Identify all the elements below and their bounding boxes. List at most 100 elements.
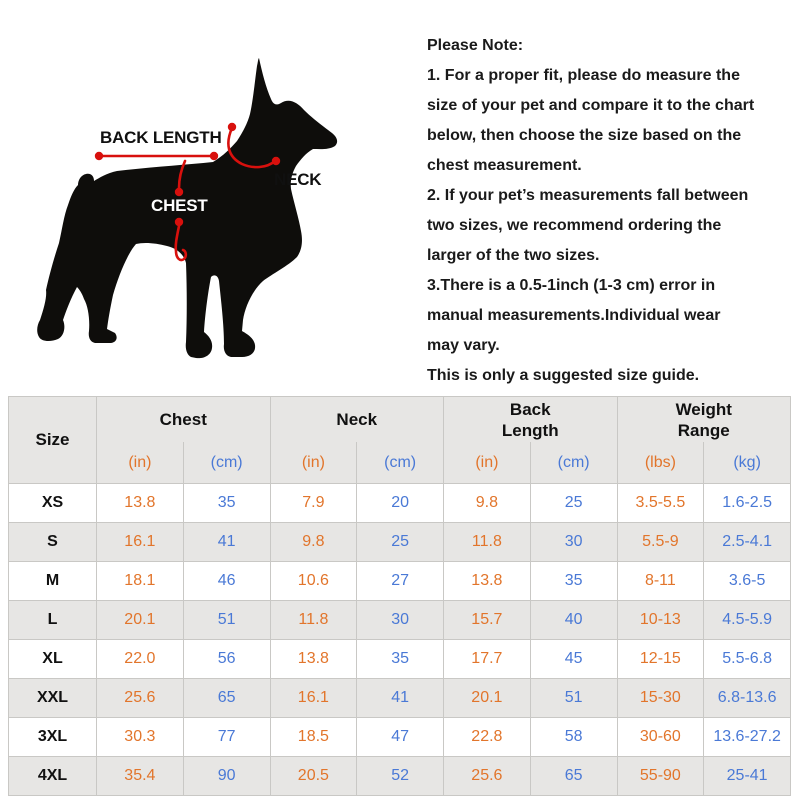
unit-header: (cm)	[182, 442, 271, 484]
value-cell: 8-11	[616, 561, 705, 601]
value-cell: 4.5-5.9	[703, 600, 791, 640]
value-cell: 41	[182, 522, 271, 562]
value-cell: 58	[529, 717, 618, 757]
size-cell: M	[8, 561, 97, 601]
value-cell: 18.1	[96, 561, 184, 601]
value-cell: 16.1	[269, 678, 358, 718]
value-cell: 3.6-5	[703, 561, 791, 601]
value-cell: 25	[529, 483, 618, 523]
value-cell: 46	[182, 561, 271, 601]
note-line: two sizes, we recommend ordering the	[427, 217, 722, 234]
unit-header: (cm)	[529, 442, 618, 484]
notes-title: Please Note:	[427, 37, 524, 54]
note-line: This is only a suggested size guide.	[427, 367, 700, 384]
back-length-label: BACK LENGTH	[100, 128, 222, 147]
dog-silhouette	[37, 58, 338, 359]
chest-measure-upper	[177, 159, 187, 190]
size-column-header: Size	[8, 396, 97, 484]
value-cell: 20.1	[96, 600, 184, 640]
unit-header: (cm)	[356, 442, 444, 484]
value-cell: 25	[356, 522, 444, 562]
measurement-marks	[97, 126, 277, 262]
size-cell: XXL	[8, 678, 97, 718]
value-cell: 90	[182, 756, 271, 796]
value-cell: 35	[182, 483, 271, 523]
size-table: Size Chest Neck Back Length Weight Range…	[8, 396, 791, 796]
table-row: 3XL 30.3 77 18.5 47 22.8 58 30-60 13.6-27.2	[8, 717, 791, 757]
neck-measure-arc	[227, 126, 277, 169]
value-cell: 3.5-5.5	[616, 483, 705, 523]
notes-block: Please Note: 1. For a proper fit, please…	[427, 31, 800, 391]
value-cell: 65	[529, 756, 618, 796]
value-cell: 20.1	[443, 678, 531, 718]
unit-header: (lbs)	[616, 442, 705, 484]
note-line: manual measurements.Individual wear	[427, 307, 721, 324]
value-cell: 13.8	[443, 561, 531, 601]
note-line: below, then choose the size based on the	[427, 127, 742, 144]
value-cell: 5.5-6.8	[703, 639, 791, 679]
value-cell: 65	[182, 678, 271, 718]
note-line: larger of the two sizes.	[427, 247, 600, 264]
value-cell: 18.5	[269, 717, 358, 757]
value-cell: 9.8	[443, 483, 531, 523]
value-cell: 55-90	[616, 756, 705, 796]
value-cell: 45	[529, 639, 618, 679]
value-cell: 20.5	[269, 756, 358, 796]
value-cell: 77	[182, 717, 271, 757]
value-cell: 5.5-9	[616, 522, 705, 562]
value-cell: 25.6	[96, 678, 184, 718]
size-cell: S	[8, 522, 97, 562]
value-cell: 9.8	[269, 522, 358, 562]
table-row: XS 13.8 35 7.9 20 9.8 25 3.5-5.5 1.6-2.5	[8, 483, 791, 523]
value-cell: 22.8	[443, 717, 531, 757]
header-group-row: Size Chest Neck Back Length Weight Range	[8, 396, 791, 484]
value-cell: 10-13	[616, 600, 705, 640]
table-row: XXL 25.6 65 16.1 41 20.1 51 15-30 6.8-13.6	[8, 678, 791, 718]
measurement-dots	[94, 122, 281, 227]
value-cell: 25.6	[443, 756, 531, 796]
value-cell: 27	[356, 561, 444, 601]
table-row: XL 22.0 56 13.8 35 17.7 45 12-15 5.5-6.8	[8, 639, 791, 679]
value-cell: 35	[529, 561, 618, 601]
measurement-diagram: BACK LENGTH NECK CHEST	[0, 0, 420, 392]
size-cell: XS	[8, 483, 97, 523]
size-cell: XL	[8, 639, 97, 679]
value-cell: 30-60	[616, 717, 705, 757]
value-cell: 11.8	[443, 522, 531, 562]
value-cell: 41	[356, 678, 444, 718]
unit-header: (in)	[96, 442, 184, 484]
size-cell: 3XL	[8, 717, 97, 757]
size-table-header: Size Chest Neck Back Length Weight Range…	[8, 396, 791, 484]
header-unit-row: (in) (cm) (in) (cm) (in) (cm) (lbs) (kg)	[9, 442, 791, 484]
value-cell: 17.7	[443, 639, 531, 679]
value-cell: 15-30	[616, 678, 705, 718]
table-row: S 16.1 41 9.8 25 11.8 30 5.5-9 2.5-4.1	[8, 522, 791, 562]
value-cell: 15.7	[443, 600, 531, 640]
value-cell: 51	[182, 600, 271, 640]
weight-range-group-header: Weight Range	[616, 396, 791, 442]
value-cell: 1.6-2.5	[703, 483, 791, 523]
unit-header: (in)	[269, 442, 358, 484]
dog-figure-svg	[37, 58, 338, 359]
value-cell: 13.8	[269, 639, 358, 679]
size-cell: L	[8, 600, 97, 640]
neck-label: NECK	[274, 170, 322, 189]
note-line: size of your pet and compare it to the c…	[427, 97, 755, 114]
note-line: 2. If your pet’s measurements fall betwe…	[427, 187, 749, 204]
value-cell: 20	[356, 483, 444, 523]
chest-measure-lower	[174, 224, 188, 262]
table-row: 4XL 35.4 90 20.5 52 25.6 65 55-90 25-41	[8, 756, 791, 796]
value-cell: 22.0	[96, 639, 184, 679]
value-cell: 30.3	[96, 717, 184, 757]
value-cell: 7.9	[269, 483, 358, 523]
value-cell: 56	[182, 639, 271, 679]
neck-group-header: Neck	[269, 396, 444, 442]
chest-label: CHEST	[151, 196, 208, 215]
back-length-group-header: Back Length	[443, 396, 618, 442]
table-row: M 18.1 46 10.6 27 13.8 35 8-11 3.6-5	[8, 561, 791, 601]
value-cell: 30	[529, 522, 618, 562]
value-cell: 10.6	[269, 561, 358, 601]
chest-group-header: Chest	[96, 396, 271, 442]
value-cell: 25-41	[703, 756, 791, 796]
